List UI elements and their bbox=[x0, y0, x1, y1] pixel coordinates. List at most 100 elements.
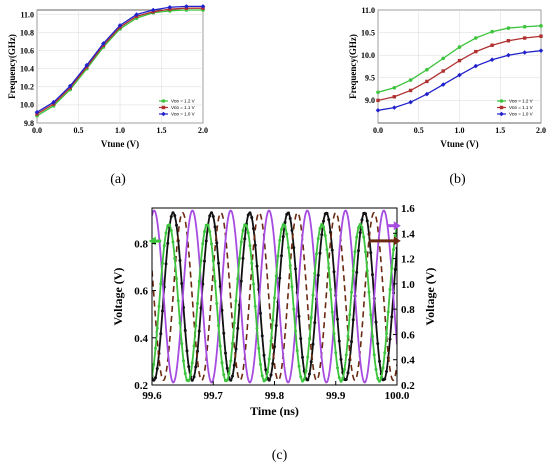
legend-entry: Vᴅᴅ = 1.0 V bbox=[171, 112, 195, 117]
waveform-marker bbox=[339, 357, 343, 361]
waveform-marker bbox=[217, 261, 220, 265]
series-2 bbox=[34, 4, 206, 115]
data-point bbox=[184, 4, 189, 9]
waveform-marker bbox=[159, 282, 163, 286]
waveform-marker bbox=[155, 326, 159, 330]
waveform-marker bbox=[169, 228, 173, 232]
x-tick-label: 1.0 bbox=[115, 126, 125, 135]
data-point bbox=[506, 26, 511, 30]
y-tick-label: 9.5 bbox=[365, 74, 375, 83]
waveform-marker bbox=[388, 337, 392, 341]
data-point bbox=[101, 41, 106, 46]
data-point bbox=[474, 36, 478, 40]
y-tick-label: 10.4 bbox=[20, 65, 34, 74]
data-point bbox=[425, 67, 429, 72]
waveform-marker bbox=[283, 224, 287, 228]
waveform-marker bbox=[260, 334, 264, 338]
waveform-marker bbox=[241, 256, 245, 260]
waveform-marker bbox=[213, 279, 217, 283]
waveform-marker bbox=[173, 256, 177, 260]
data-point bbox=[489, 57, 495, 63]
waveform-marker bbox=[215, 302, 219, 306]
chart-b-y-label: Frequency(GHz) bbox=[348, 34, 358, 99]
chart-a-series bbox=[34, 4, 206, 118]
chart-a-y-label: Frequency(GHz) bbox=[7, 34, 17, 99]
waveform-marker bbox=[274, 324, 278, 328]
chart-b-y-ticks: 9.0 9.5 10.0 10.5 11.0 bbox=[361, 6, 375, 105]
chart-c-y-ticks: 0.2 0.4 0.6 0.8 bbox=[134, 238, 156, 392]
waveform-marker bbox=[386, 310, 390, 314]
y-tick-label: 10.6 bbox=[20, 46, 34, 55]
waveform-marker bbox=[257, 346, 261, 350]
waveform-marker bbox=[262, 353, 266, 357]
chart-c-y-label: Voltage (V) bbox=[111, 268, 125, 326]
legend-entry: Vᴅᴅ = 1.0 V bbox=[509, 112, 533, 117]
waveform-marker bbox=[367, 290, 371, 294]
chart-c-panel-label: (c) bbox=[272, 448, 288, 463]
waveform-marker bbox=[155, 367, 159, 371]
x-tick-label: 99.7 bbox=[204, 390, 224, 402]
legend-entry: Vᴅᴅ = 1.2 V bbox=[171, 99, 195, 104]
waveform-marker bbox=[250, 215, 254, 219]
waveform-marker bbox=[292, 246, 296, 250]
waveform-marker bbox=[351, 318, 355, 322]
waveform-marker bbox=[192, 375, 196, 379]
y-tick-label: 0.2 bbox=[134, 380, 148, 392]
data-point bbox=[34, 109, 40, 115]
waveform-marker bbox=[190, 378, 194, 382]
waveform-marker bbox=[280, 254, 283, 258]
waveform-marker bbox=[290, 228, 294, 232]
chart-a: 0.0 0.5 1.0 1.5 2.0 9.8 10.0 10.2 10.4 10.6 10.8 1… bbox=[7, 4, 208, 187]
waveform-marker bbox=[278, 276, 282, 280]
waveform-marker bbox=[295, 349, 299, 353]
waveform-marker bbox=[372, 353, 376, 357]
waveform-marker bbox=[269, 339, 273, 343]
waveform-marker bbox=[273, 345, 276, 349]
waveform-marker bbox=[292, 307, 296, 311]
arrow-head bbox=[393, 221, 401, 231]
legend-marker bbox=[161, 111, 166, 117]
waveform-marker bbox=[393, 234, 397, 238]
waveform-marker bbox=[196, 302, 199, 306]
waveform-marker bbox=[297, 364, 301, 368]
waveform-marker bbox=[239, 240, 243, 244]
waveform-marker bbox=[152, 378, 156, 382]
x-tick-label: 0.5 bbox=[414, 126, 424, 135]
waveform-marker bbox=[248, 211, 252, 215]
waveform-marker bbox=[183, 371, 187, 375]
waveform-marker bbox=[234, 347, 238, 351]
waveform-marker bbox=[229, 378, 233, 382]
data-point bbox=[506, 39, 511, 43]
waveform-marker bbox=[330, 310, 334, 314]
waveform-marker bbox=[390, 315, 394, 319]
chart-c-arrows bbox=[148, 221, 401, 246]
waveform-marker bbox=[309, 316, 313, 320]
waveform-marker bbox=[302, 377, 306, 381]
waveform-marker bbox=[162, 244, 166, 248]
waveform-marker bbox=[325, 248, 329, 252]
waveform-marker bbox=[210, 242, 213, 246]
waveform-marker bbox=[183, 329, 187, 333]
waveform-marker bbox=[288, 216, 292, 220]
data-point bbox=[408, 88, 413, 93]
waveform-marker bbox=[217, 324, 220, 328]
waveform-marker bbox=[344, 353, 348, 357]
y2-tick-label: 0.2 bbox=[401, 380, 415, 392]
waveform-marker bbox=[271, 318, 275, 322]
data-point bbox=[490, 29, 494, 34]
waveform-marker bbox=[154, 346, 157, 350]
legend-marker bbox=[499, 105, 504, 110]
x-tick-label: 100.0 bbox=[385, 390, 410, 402]
data-point bbox=[392, 105, 397, 110]
waveform-marker bbox=[229, 359, 233, 363]
waveform-marker bbox=[287, 211, 290, 215]
waveform-marker bbox=[269, 373, 273, 377]
waveform-marker bbox=[175, 223, 178, 227]
waveform-marker bbox=[227, 371, 231, 375]
waveform-marker bbox=[201, 242, 205, 246]
y-tick-label: 11.0 bbox=[20, 10, 34, 19]
waveform-marker bbox=[278, 238, 282, 242]
waveform-marker bbox=[348, 313, 352, 317]
waveform-marker bbox=[385, 369, 388, 373]
